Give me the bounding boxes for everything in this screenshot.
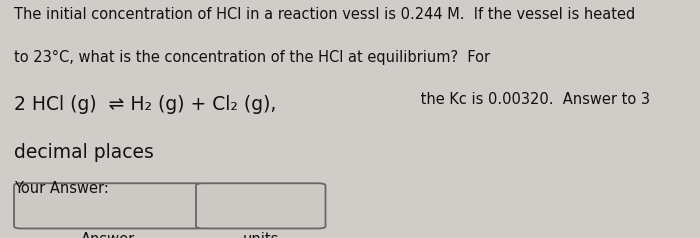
FancyBboxPatch shape [14,183,203,228]
Text: 2 HCl (g)  ⇌ H₂ (g) + Cl₂ (g),: 2 HCl (g) ⇌ H₂ (g) + Cl₂ (g), [14,95,276,114]
Text: units: units [243,232,279,238]
Text: Your Answer:: Your Answer: [14,181,109,196]
FancyBboxPatch shape [196,183,326,228]
Text: the Kc is 0.00320.  Answer to 3: the Kc is 0.00320. Answer to 3 [416,92,650,107]
Text: decimal places: decimal places [14,143,154,162]
Text: Answer: Answer [81,232,136,238]
Text: The initial concentration of HCl in a reaction vessl is 0.244 M.  If the vessel : The initial concentration of HCl in a re… [14,7,636,22]
Text: to 23°C, what is the concentration of the HCl at equilibrium?  For: to 23°C, what is the concentration of th… [14,50,490,65]
